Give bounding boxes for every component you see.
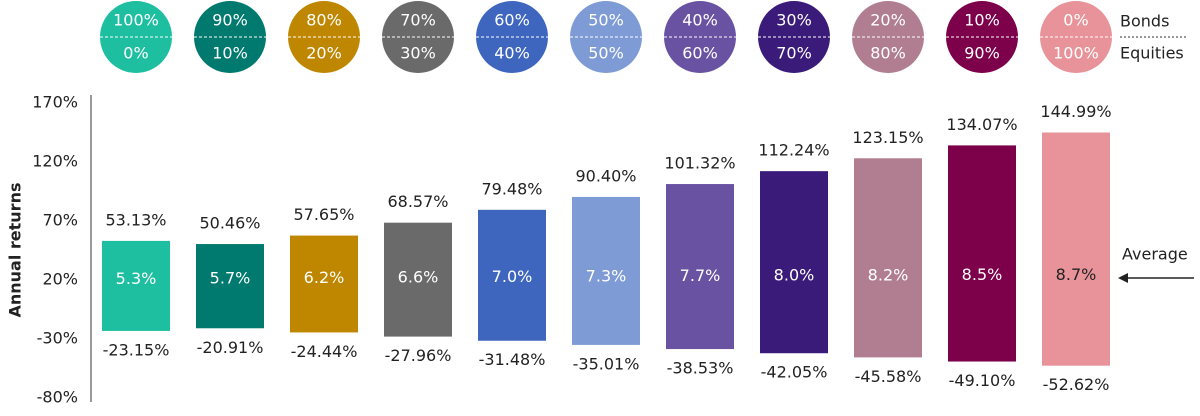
range-bar <box>572 196 640 345</box>
y-tick-label: -30% <box>37 329 78 348</box>
high-label: 134.07% <box>946 115 1017 134</box>
equities-label: 80% <box>870 44 906 63</box>
average-label: 7.7% <box>680 266 721 285</box>
range-bar <box>384 222 452 337</box>
equities-label: 0% <box>123 44 148 63</box>
equities-label: 40% <box>494 44 530 63</box>
average-label: 6.2% <box>304 268 345 287</box>
low-label: -38.53% <box>667 359 734 378</box>
high-label: 50.46% <box>199 214 260 233</box>
low-label: -52.62% <box>1043 375 1110 394</box>
y-tick-label: 120% <box>32 152 78 171</box>
bonds-label: 80% <box>306 11 342 30</box>
high-label: 112.24% <box>758 141 829 160</box>
bonds-label: 20% <box>870 11 906 30</box>
low-label: -23.15% <box>103 340 170 359</box>
high-label: 123.15% <box>852 128 923 147</box>
bonds-label: 100% <box>113 11 159 30</box>
legend-equities: Equities <box>1120 44 1184 63</box>
bonds-label: 0% <box>1063 11 1088 30</box>
average-label: 7.3% <box>586 266 627 285</box>
low-label: -24.44% <box>291 342 358 361</box>
range-bar <box>196 244 264 329</box>
bonds-label: 40% <box>682 11 718 30</box>
bonds-label: 30% <box>776 11 812 30</box>
bonds-label: 10% <box>964 11 1000 30</box>
equities-label: 70% <box>776 44 812 63</box>
low-label: -42.05% <box>761 363 828 382</box>
equities-label: 30% <box>400 44 436 63</box>
high-label: 53.13% <box>105 210 166 229</box>
average-label: 8.0% <box>774 266 815 285</box>
average-label: 7.0% <box>492 267 533 286</box>
high-label: 101.32% <box>664 154 735 173</box>
average-note: Average <box>1122 245 1188 264</box>
range-bar <box>948 145 1016 362</box>
range-bar <box>854 158 922 358</box>
bonds-label: 70% <box>400 11 436 30</box>
high-label: 90.40% <box>575 166 636 185</box>
equities-label: 50% <box>588 44 624 63</box>
high-label: 57.65% <box>293 205 354 224</box>
bonds-label: 60% <box>494 11 530 30</box>
y-axis-title: Annual returns <box>6 183 25 318</box>
range-bar <box>290 235 358 333</box>
equities-label: 60% <box>682 44 718 63</box>
equities-label: 100% <box>1053 44 1099 63</box>
range-bar <box>666 184 734 350</box>
average-label: 5.3% <box>116 269 157 288</box>
range-bar <box>478 209 546 341</box>
low-label: -20.91% <box>197 338 264 357</box>
y-tick-label: 20% <box>42 270 78 289</box>
range-bar <box>760 171 828 354</box>
bonds-label: 50% <box>588 11 624 30</box>
equities-label: 90% <box>964 44 1000 63</box>
low-label: -49.10% <box>949 371 1016 390</box>
low-label: -45.58% <box>855 367 922 386</box>
high-label: 68.57% <box>387 192 448 211</box>
range-bar <box>1042 132 1110 366</box>
average-label: 5.7% <box>210 268 251 287</box>
legend-bonds: Bonds <box>1120 12 1169 31</box>
y-tick-label: 170% <box>32 93 78 112</box>
average-label: 8.2% <box>868 265 909 284</box>
average-arrowhead <box>1118 273 1128 283</box>
low-label: -31.48% <box>479 350 546 369</box>
equities-label: 10% <box>212 44 248 63</box>
low-label: -27.96% <box>385 346 452 365</box>
low-label: -35.01% <box>573 354 640 373</box>
high-label: 79.48% <box>481 179 542 198</box>
bonds-label: 90% <box>212 11 248 30</box>
y-tick-label: 70% <box>42 211 78 230</box>
average-label: 8.7% <box>1056 265 1097 284</box>
range-bar <box>102 240 170 331</box>
y-tick-label: -80% <box>37 388 78 407</box>
average-label: 8.5% <box>962 265 1003 284</box>
average-label: 6.6% <box>398 267 439 286</box>
high-label: 144.99% <box>1040 102 1111 121</box>
equities-label: 20% <box>306 44 342 63</box>
